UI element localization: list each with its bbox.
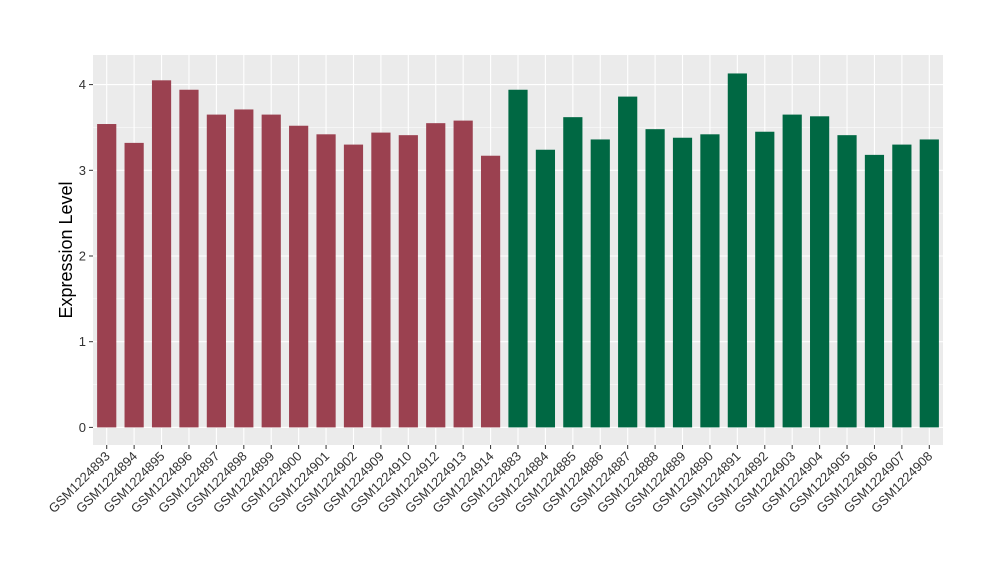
y-axis: 0 1 2 3 4 [79,77,93,435]
bar-GSM1224899 [261,114,281,428]
bar-GSM1224895 [151,80,172,428]
bar-GSM1224892 [755,131,775,428]
y-tick-label: 2 [79,249,86,264]
y-tick-label: 0 [79,420,86,435]
y-tick-label: 3 [79,163,86,178]
bar-GSM1224888 [645,129,665,428]
bar-GSM1224903 [782,114,802,428]
bars [97,73,939,428]
bar-GSM1224886 [590,139,610,428]
bar-GSM1224898 [234,109,254,428]
bar-GSM1224907 [892,144,912,428]
bar-GSM1224893 [97,124,117,428]
bar-GSM1224900 [289,125,309,428]
bar-GSM1224914 [480,155,501,428]
bar-GSM1224891 [727,73,747,428]
y-tick-label: 4 [79,77,86,92]
bar-GSM1224901 [316,134,336,428]
bar-GSM1224908 [919,139,939,428]
bar-GSM1224896 [179,89,199,428]
bar-GSM1224884 [535,149,556,428]
bar-GSM1224905 [837,135,857,428]
bar-GSM1224912 [426,123,446,428]
bar-GSM1224890 [700,134,720,428]
y-axis-label: Expression Level [56,181,76,318]
bar-GSM1224904 [810,116,830,428]
x-axis: GSM1224893GSM1224894GSM1224895GSM1224896… [45,445,935,516]
bar-GSM1224902 [343,144,364,428]
bar-GSM1224883 [508,89,528,428]
bar-GSM1224889 [672,137,693,428]
bar-GSM1224894 [124,142,144,428]
bar-GSM1224910 [398,135,418,428]
bar-GSM1224897 [206,114,226,428]
bar-GSM1224887 [618,96,638,428]
bar-GSM1224885 [563,117,583,428]
bar-GSM1224913 [453,120,473,428]
bar-GSM1224909 [371,132,391,428]
bar-GSM1224906 [864,154,885,428]
y-tick-label: 1 [79,334,86,349]
